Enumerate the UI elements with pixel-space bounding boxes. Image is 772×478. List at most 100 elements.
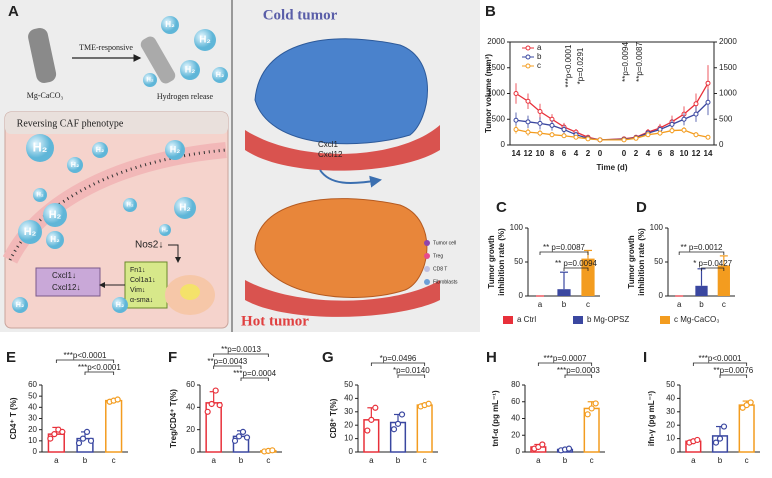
y-axis-label: Tumor growth xyxy=(627,235,636,288)
x-tick-label: b xyxy=(239,456,244,465)
y-tick-label: 50 xyxy=(28,391,37,400)
h2-label: H₂ xyxy=(16,300,24,309)
point xyxy=(621,137,627,143)
y-tick-label: 0 xyxy=(516,447,521,456)
point xyxy=(525,119,531,125)
rod-release xyxy=(140,36,176,84)
h2-bubble xyxy=(46,231,64,249)
annotation: **p=0.0076 xyxy=(713,366,753,375)
data-point xyxy=(716,435,724,442)
h2-bubble xyxy=(165,140,185,160)
data-point xyxy=(216,402,223,409)
point xyxy=(513,117,519,123)
annotation: ***p<0.0001 xyxy=(564,44,573,87)
annotation: * p=0.0427 xyxy=(693,259,732,268)
data-point xyxy=(592,400,599,407)
y-tick-label: 30 xyxy=(344,407,353,416)
data-point xyxy=(235,433,243,440)
arrow xyxy=(319,169,382,188)
point xyxy=(537,109,543,115)
point xyxy=(537,130,543,136)
h2-label: H₂ xyxy=(179,203,191,214)
x-tick-label: b xyxy=(718,456,723,465)
x-tick-label: 4 xyxy=(646,149,651,158)
h2-bubble xyxy=(112,297,128,313)
y-tick-label: 20 xyxy=(28,425,37,434)
annotation: ***p=0.0007 xyxy=(544,354,587,363)
y-tick-label: 20 xyxy=(344,420,353,429)
bracket xyxy=(701,267,725,271)
data-point xyxy=(59,428,66,435)
legend-dot xyxy=(424,266,430,272)
x-tick-label: c xyxy=(266,456,270,465)
x-tick-label: c xyxy=(423,456,427,465)
annotation: ***p<0.0001 xyxy=(64,351,107,360)
x-tick-label: 0 xyxy=(598,149,603,158)
x-tick-label: 8 xyxy=(550,149,555,158)
data-point xyxy=(204,408,211,415)
legend-marker xyxy=(525,54,531,60)
x-tick-label: 0 xyxy=(622,149,627,158)
panel-label: A xyxy=(8,3,19,20)
h2-label: H₂ xyxy=(165,20,175,29)
bracket xyxy=(370,362,426,366)
y-tick-label: 50 xyxy=(654,257,663,266)
bar xyxy=(738,404,755,453)
annotation: ***p<0.0001 xyxy=(78,363,121,372)
h2-bubble xyxy=(143,73,157,87)
x-tick-label: 14 xyxy=(512,149,521,158)
data-point xyxy=(368,416,375,423)
bracket xyxy=(539,251,589,255)
point xyxy=(573,134,579,140)
legend-marker xyxy=(525,45,531,51)
h2-label: H₂ xyxy=(50,235,60,244)
legend-label: c Mg-CaCO₃ xyxy=(674,315,719,324)
bracket xyxy=(84,371,115,375)
bracket xyxy=(537,362,593,366)
point xyxy=(681,127,687,133)
point xyxy=(705,99,711,105)
data-point xyxy=(390,426,398,433)
membrane-inner xyxy=(8,148,227,261)
bracket xyxy=(213,353,269,357)
x-tick-label: 10 xyxy=(680,149,689,158)
x-tick-label: 2 xyxy=(634,149,639,158)
point xyxy=(693,132,699,138)
x-tick-label: 2 xyxy=(586,149,591,158)
marker-label: Col1a1↓ xyxy=(130,277,156,284)
x-tick-label: a xyxy=(677,300,682,309)
x-tick-label: 12 xyxy=(524,149,533,158)
y-axis-label: ifn-γ (pg mL⁻¹) xyxy=(647,391,656,447)
cell-legend: Fibroblasts xyxy=(433,279,458,285)
x-tick-label: b xyxy=(396,456,401,465)
h2-bubble xyxy=(123,198,137,212)
y-axis-label: Tumor volume (mm³) xyxy=(484,54,493,133)
y-axis-label: CD8⁺ T(%) xyxy=(329,398,338,438)
data-point xyxy=(394,420,402,427)
point xyxy=(705,134,711,140)
annotation: **p=0.0013 xyxy=(221,345,261,354)
bracket xyxy=(397,374,426,378)
legend-label: a xyxy=(537,43,542,52)
panel-label: I xyxy=(643,349,647,366)
y-tick-label: 2000 xyxy=(487,37,505,46)
x-tick-label: b xyxy=(699,300,704,309)
y-tick-label: 60 xyxy=(186,380,195,389)
x-tick-label: 6 xyxy=(562,149,567,158)
bracket xyxy=(564,374,593,378)
point xyxy=(513,91,519,96)
bar xyxy=(695,285,708,296)
data-point xyxy=(584,411,591,418)
y-tick-label: 50 xyxy=(514,257,523,266)
panel-label: C xyxy=(496,199,507,216)
data-point xyxy=(208,400,215,408)
bracket xyxy=(55,359,115,363)
y-tick-label: 10 xyxy=(666,434,675,443)
y-axis-label: inhibition rate (%) xyxy=(497,228,506,296)
y-tick-label: 40 xyxy=(344,394,353,403)
caf-header xyxy=(5,112,228,134)
h2-bubble xyxy=(12,297,28,313)
data-point xyxy=(79,435,87,442)
cxcl-box xyxy=(35,267,101,297)
